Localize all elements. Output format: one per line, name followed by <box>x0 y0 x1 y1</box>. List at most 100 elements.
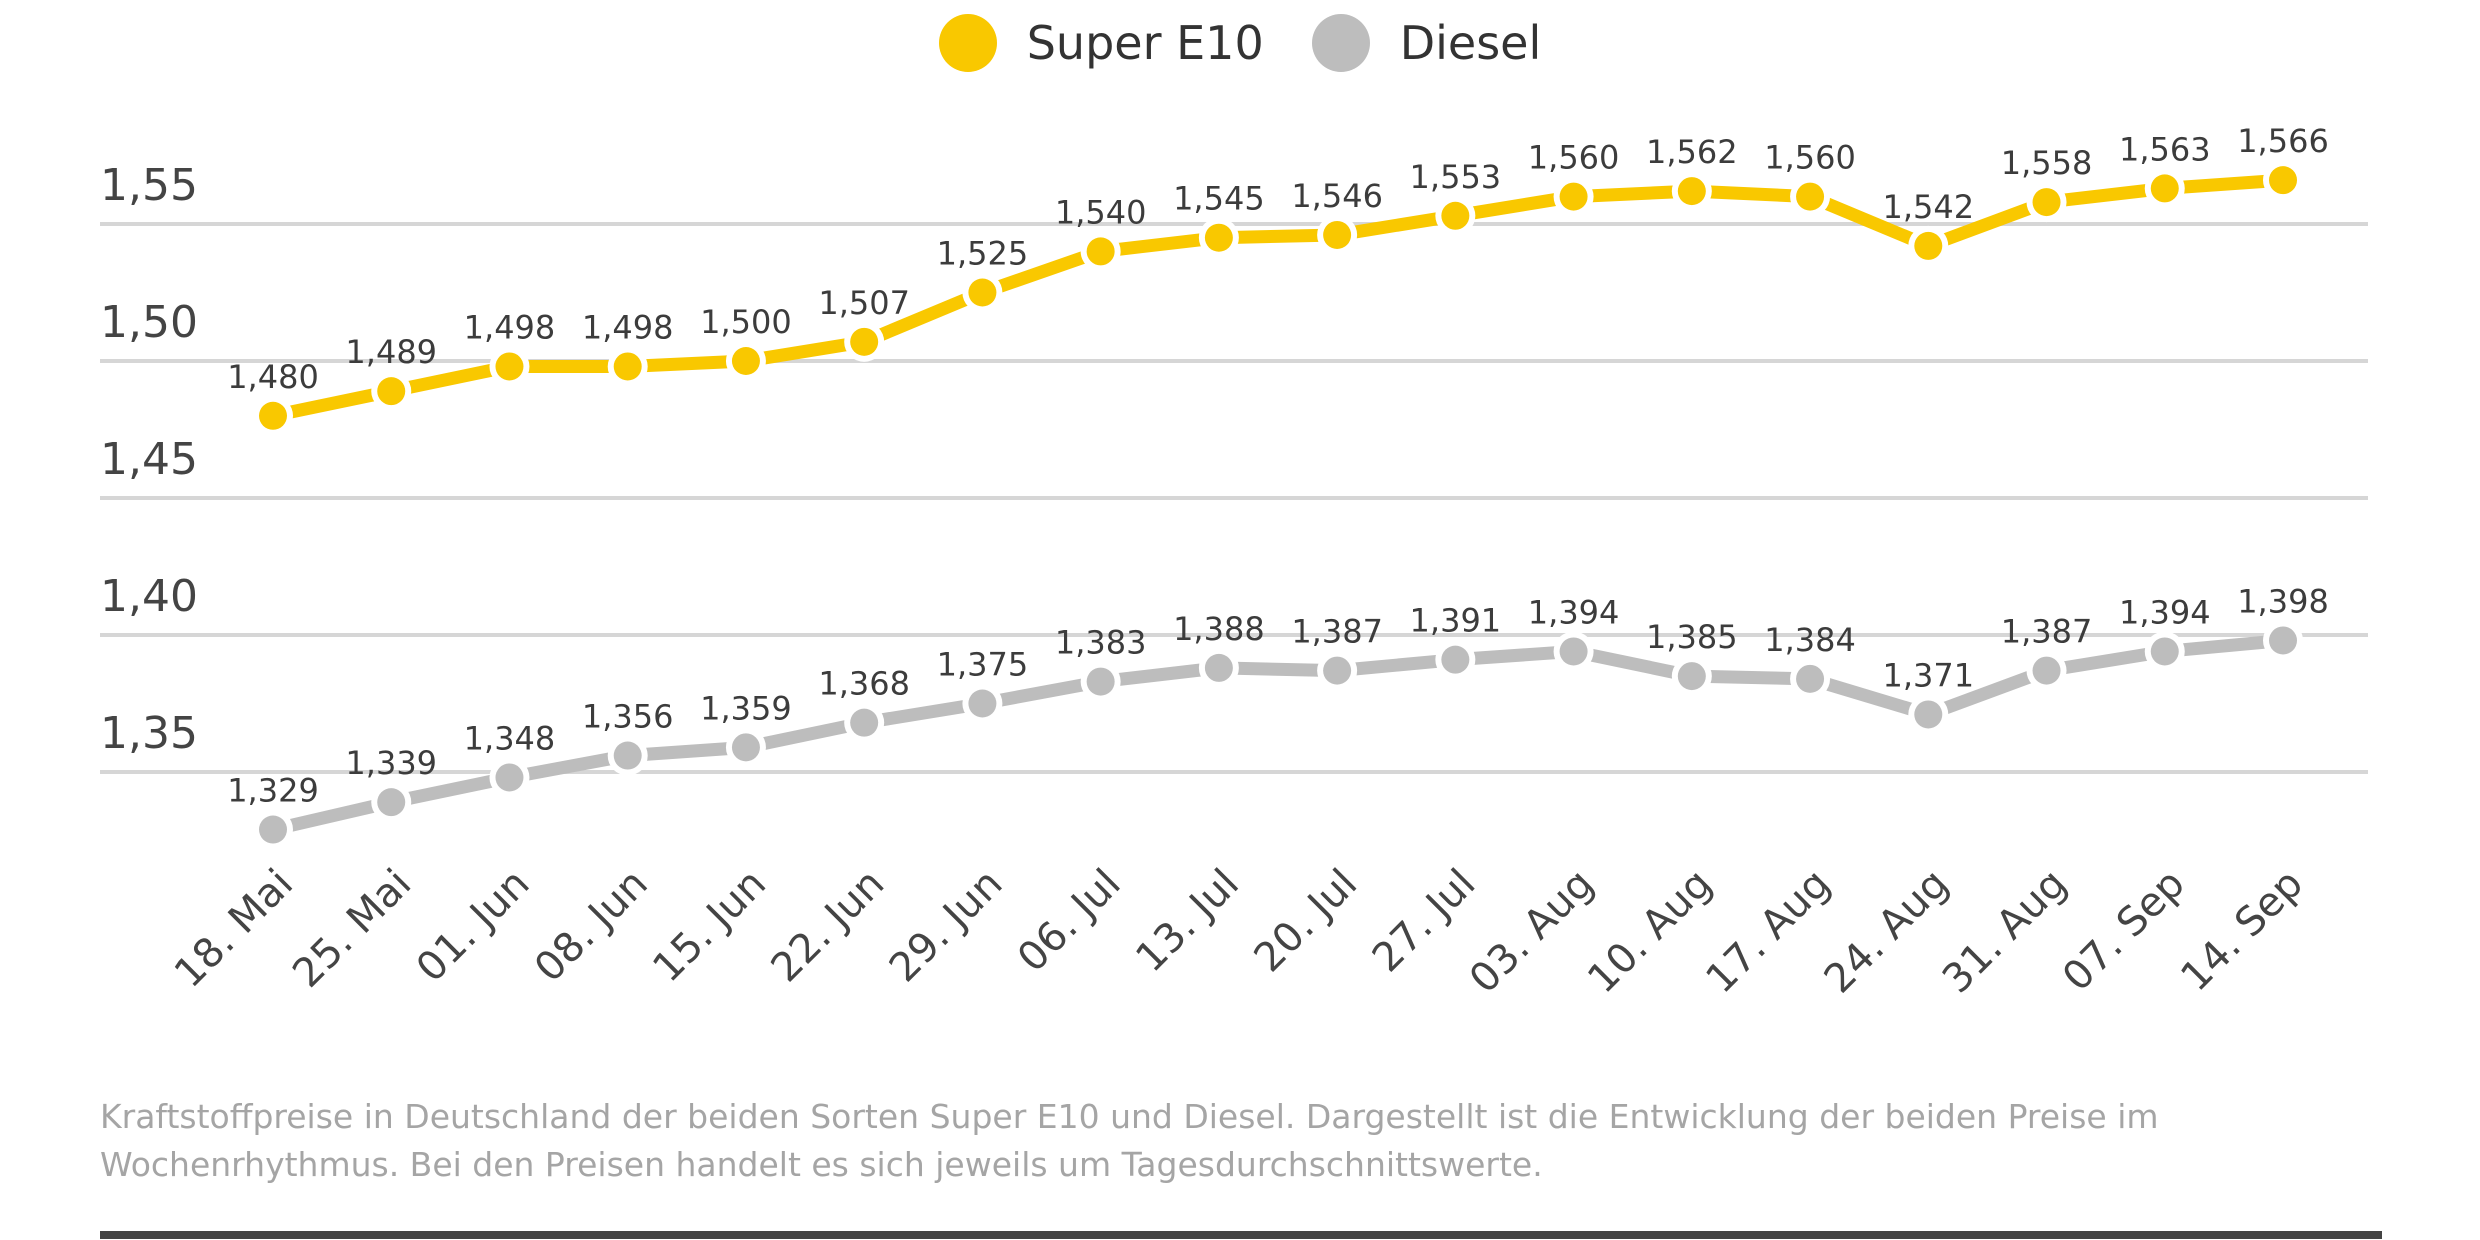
y-tick-label: 1,55 <box>100 160 198 211</box>
y-tick-label: 1,50 <box>100 297 198 348</box>
data-point <box>2032 656 2061 685</box>
x-tick-label: 08. Jun <box>526 861 657 992</box>
data-label: 1,563 <box>2119 130 2211 168</box>
data-point <box>2269 626 2297 655</box>
data-point <box>1323 656 1352 685</box>
series-diesel: 1,329 1,339 1,348 1,356 1,359 1,368 1,375 1,383… <box>227 582 2329 850</box>
data-label: 1,368 <box>818 665 910 703</box>
data-point <box>2150 174 2179 203</box>
data-label: 1,525 <box>937 235 1029 273</box>
y-tick-label: 1,45 <box>100 434 198 485</box>
data-label: 1,498 <box>582 308 674 346</box>
data-label: 1,507 <box>818 284 910 322</box>
data-label: 1,394 <box>1528 593 1620 631</box>
data-point <box>1441 201 1470 230</box>
data-point <box>495 763 524 792</box>
x-tick-label: 17. Aug <box>1697 861 1839 1003</box>
y-tick-label: 1,40 <box>100 571 198 622</box>
x-tick-label: 03. Aug <box>1461 861 1603 1003</box>
data-label: 1,356 <box>582 698 674 736</box>
data-point <box>1204 653 1233 682</box>
line-segment <box>271 384 393 423</box>
data-label: 1,542 <box>1882 188 1974 226</box>
series-group: 1,480 1,489 1,498 1,498 1,500 1,507 1,525 1,540… <box>227 122 2329 850</box>
data-label: 1,359 <box>700 689 792 727</box>
series-super-e10: 1,480 1,489 1,498 1,498 1,500 1,507 1,525 1,540… <box>227 122 2329 436</box>
data-point <box>377 377 406 406</box>
data-point <box>2032 188 2061 217</box>
legend-dot-icon-super-e10 <box>938 14 997 72</box>
x-tick-label: 10. Aug <box>1579 861 1721 1003</box>
gridlines <box>100 222 2368 774</box>
fuel-price-line-chart: 1,55 1,50 1,45 1,40 1,35 1,480 1,489 1,498 1,49… <box>100 122 2368 1003</box>
bottom-divider <box>100 1231 2382 1239</box>
data-point <box>1441 645 1470 674</box>
line-segment <box>980 245 1103 299</box>
x-tick-label: 18. Mai <box>166 861 302 997</box>
data-label: 1,383 <box>1055 624 1147 662</box>
line-segment <box>1572 645 1694 683</box>
data-point <box>2269 166 2297 195</box>
x-tick-label: 24. Aug <box>1816 861 1958 1003</box>
data-label: 1,553 <box>1410 158 1502 196</box>
data-point <box>1796 664 1825 693</box>
data-point <box>1086 667 1115 696</box>
data-point <box>850 708 879 737</box>
legend-item-super-e10: Super E10 <box>938 14 1264 72</box>
line-segment <box>981 675 1102 710</box>
line-segment <box>1926 664 2049 721</box>
data-point <box>613 352 642 381</box>
data-point <box>1086 237 1115 266</box>
line-segment <box>1926 195 2049 253</box>
data-label: 1,398 <box>2237 582 2329 620</box>
legend-item-diesel: Diesel <box>1311 14 1542 72</box>
data-point <box>2150 637 2179 666</box>
data-point <box>731 733 760 762</box>
legend-label-super-e10: Super E10 <box>1026 16 1264 70</box>
data-label: 1,385 <box>1646 618 1738 656</box>
x-tick-label: 14. Sep <box>2172 861 2312 1001</box>
x-tick-label: 25. Mai <box>284 861 420 997</box>
data-point <box>259 815 287 844</box>
data-label: 1,329 <box>227 772 319 810</box>
data-label: 1,498 <box>464 308 556 346</box>
data-point <box>968 278 997 307</box>
x-tick-label: 31. Aug <box>1934 861 2076 1003</box>
chart-caption: Kraftstoffpreise in Deutschland der beid… <box>100 1097 2159 1184</box>
x-tick-label: 20. Jul <box>1246 861 1367 982</box>
line-segment <box>744 716 866 754</box>
data-point <box>377 788 406 817</box>
line-segment <box>389 360 511 398</box>
x-tick-label: 22. Jun <box>763 861 894 992</box>
data-point <box>1677 662 1706 691</box>
x-tick-label: 01. Jun <box>408 861 539 992</box>
data-point <box>731 347 760 375</box>
data-point <box>1796 182 1825 211</box>
x-tick-label: 29. Jun <box>881 861 1012 992</box>
line-segment <box>1808 672 1931 721</box>
line-segment <box>861 286 985 348</box>
data-label: 1,388 <box>1173 610 1265 648</box>
data-point <box>1914 231 1943 260</box>
x-tick-label: 13. Jul <box>1127 861 1248 982</box>
data-label: 1,560 <box>1528 139 1620 177</box>
legend-dot-icon-diesel <box>1311 14 1370 72</box>
data-label: 1,394 <box>2119 593 2211 631</box>
legend-label-diesel: Diesel <box>1399 16 1542 70</box>
data-label: 1,339 <box>345 744 437 782</box>
line-segment <box>508 749 629 784</box>
line-segment <box>1807 190 1931 252</box>
data-point <box>1914 700 1943 729</box>
line-segment <box>271 795 393 836</box>
line-segment <box>389 771 511 809</box>
data-point <box>1204 223 1233 252</box>
data-point <box>1559 182 1588 211</box>
data-label: 1,371 <box>1882 656 1974 694</box>
data-point <box>495 352 524 381</box>
data-point <box>850 327 879 356</box>
data-label: 1,348 <box>464 719 556 757</box>
chart-legend: Super E10 Diesel <box>0 8 2480 78</box>
data-label: 1,540 <box>1055 193 1147 231</box>
data-label: 1,489 <box>345 333 437 371</box>
